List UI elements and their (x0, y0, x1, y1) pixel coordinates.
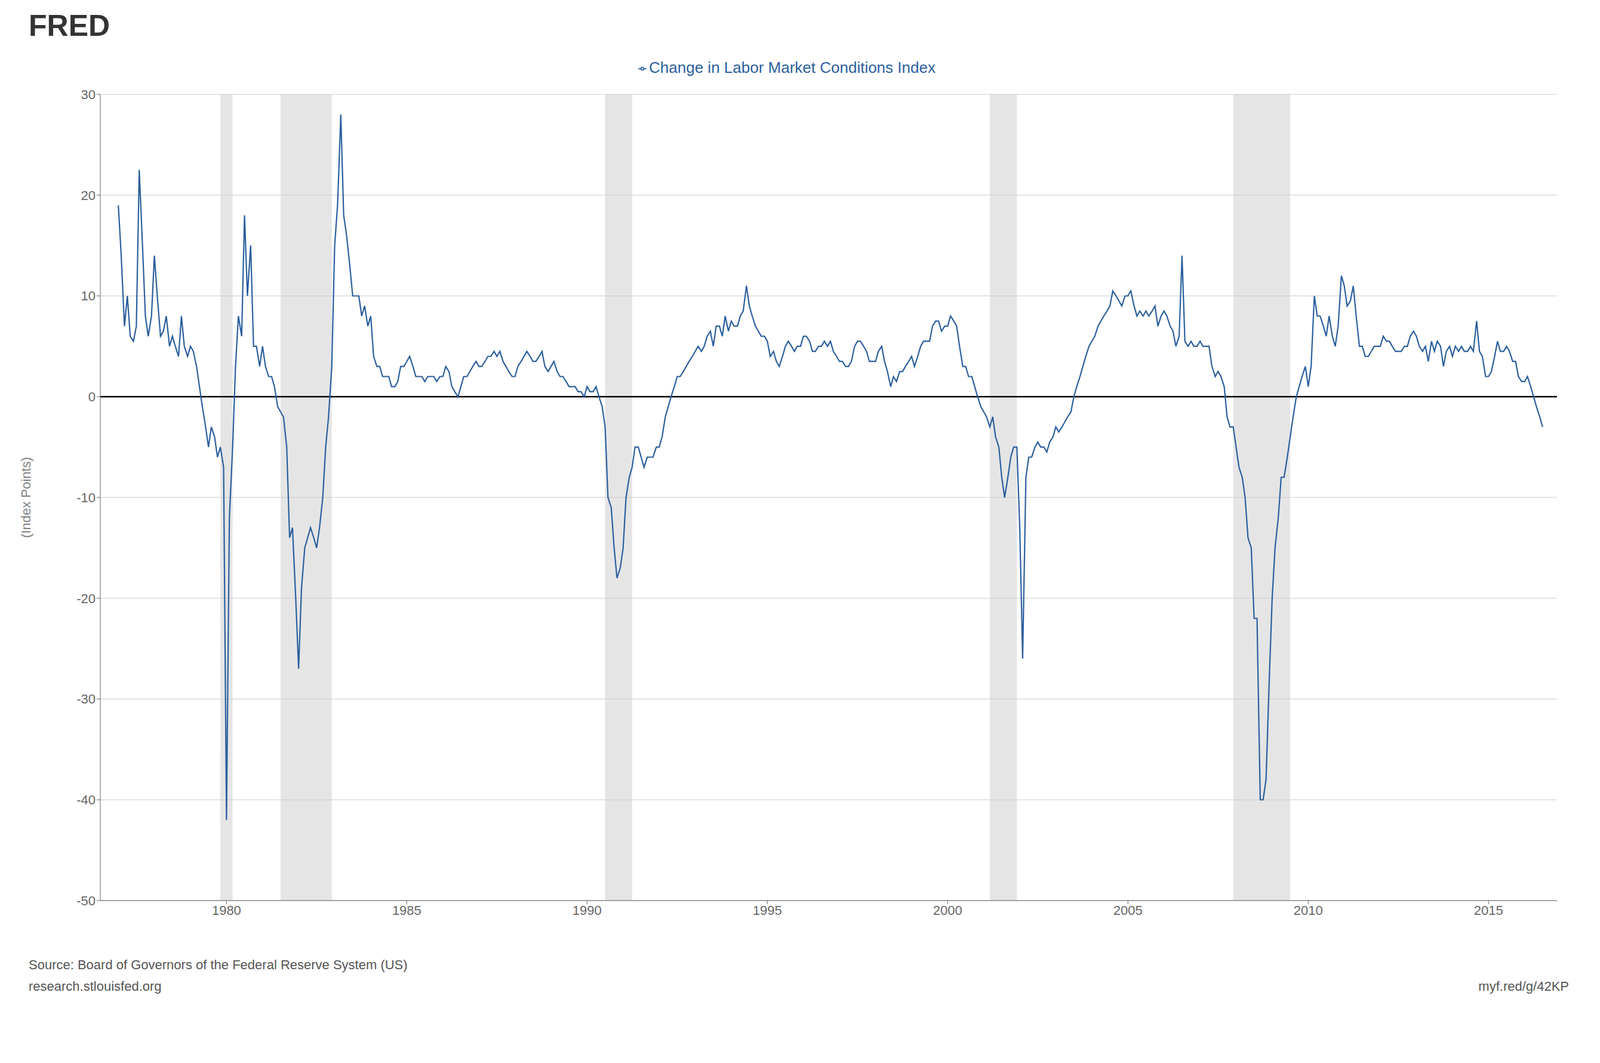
svg-text:-50: -50 (76, 893, 96, 909)
svg-text:(Index Points): (Index Points) (18, 456, 34, 538)
html-text:Source: Board of Governors of: Source: Board of Governors of the Federa… (28, 957, 408, 972)
svg-text:-10: -10 (76, 490, 96, 506)
svg-text:2015: 2015 (1474, 902, 1504, 918)
html-text:myf.red/g/42KP: myf.red/g/42KP (1478, 978, 1569, 994)
svg-text:30: 30 (81, 87, 96, 103)
svg-text:-40: -40 (76, 792, 96, 808)
svg-text:0: 0 (88, 389, 96, 405)
svg-text:2000: 2000 (933, 902, 963, 918)
svg-text:10: 10 (81, 288, 96, 304)
svg-text:1990: 1990 (572, 902, 602, 918)
svg-text:1995: 1995 (752, 902, 783, 918)
html-text:research.stlouisfed.org: research.stlouisfed.org (28, 978, 162, 994)
svg-text:-20: -20 (76, 591, 96, 606)
svg-text:-30: -30 (76, 691, 96, 707)
html-text:FRED: FRED (28, 8, 110, 43)
html-text:Change in Labor Market Conditi: Change in Labor Market Conditions Index (649, 58, 936, 77)
svg-text:20: 20 (81, 188, 96, 203)
svg-text:1985: 1985 (392, 902, 422, 918)
svg-text:2005: 2005 (1113, 902, 1143, 918)
svg-text:2010: 2010 (1293, 902, 1323, 918)
svg-text:1980: 1980 (211, 902, 242, 918)
